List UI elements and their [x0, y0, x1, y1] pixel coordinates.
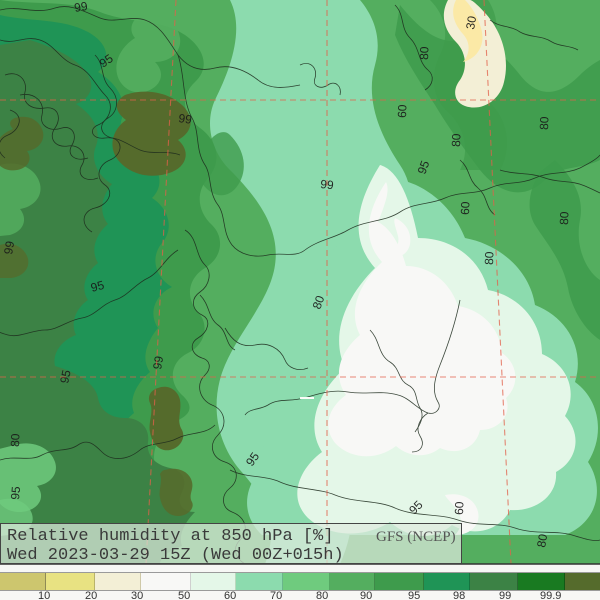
- svg-text:80: 80: [557, 211, 571, 225]
- svg-text:60: 60: [395, 104, 409, 118]
- svg-text:80: 80: [534, 533, 550, 549]
- svg-text:60: 60: [452, 501, 466, 515]
- svg-text:99: 99: [178, 111, 193, 127]
- svg-text:60: 60: [458, 201, 472, 215]
- svg-text:80: 80: [537, 116, 551, 130]
- svg-text:99: 99: [73, 0, 89, 15]
- svg-text:80: 80: [482, 251, 496, 265]
- svg-text:30: 30: [463, 15, 479, 31]
- svg-text:80: 80: [8, 433, 22, 447]
- svg-text:80: 80: [417, 46, 431, 60]
- svg-text:99: 99: [150, 355, 166, 371]
- svg-text:80: 80: [449, 133, 463, 147]
- svg-text:99: 99: [1, 240, 17, 256]
- svg-text:95: 95: [8, 485, 23, 500]
